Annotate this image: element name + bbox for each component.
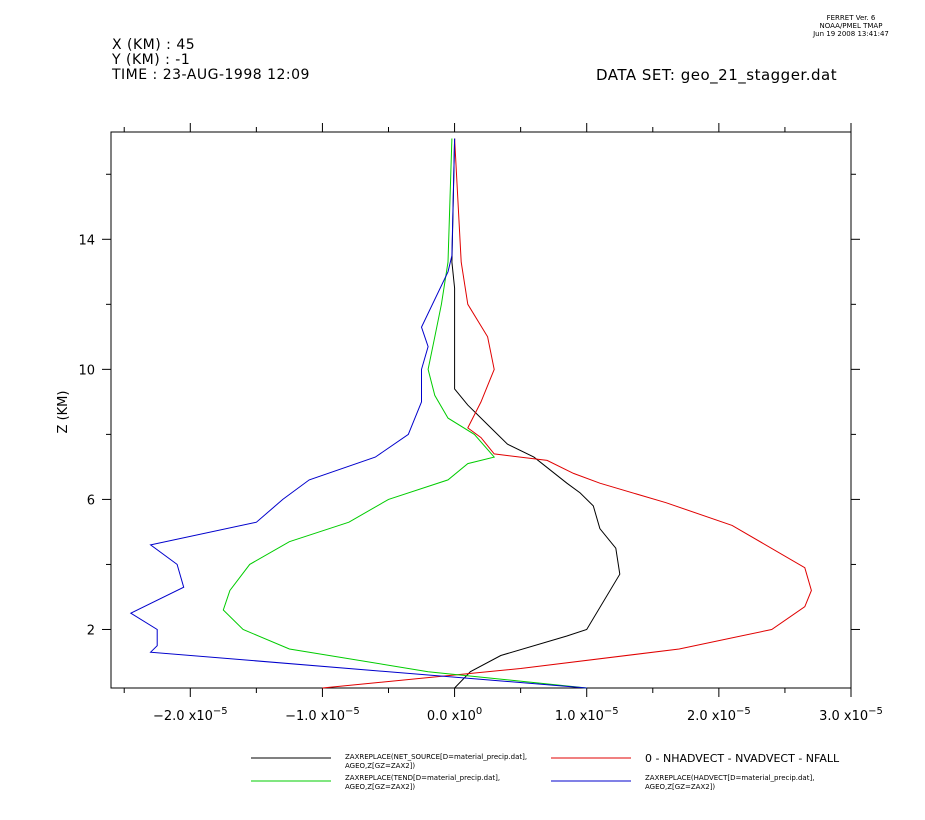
legend-label-2: 0 - NHADVECT - NVADVECT - NFALL xyxy=(645,752,840,765)
y-tick-label: 2 xyxy=(87,623,95,638)
y-tick-label: 10 xyxy=(78,363,95,378)
x-tick-label: 3.0 x10−5 xyxy=(819,706,883,724)
y-axis-label: Z (KM) xyxy=(56,391,71,434)
x-tick-label: −1.0 x10−5 xyxy=(285,706,360,724)
series-line-2 xyxy=(322,138,812,689)
ferret-stamp: FERRET Ver. 6 NOAA/PMEL TMAP Jun 19 2008… xyxy=(795,14,907,38)
plot-frame xyxy=(110,131,852,689)
legend-label-3: AGEO,Z[GZ=ZAX2]) xyxy=(345,783,415,791)
series-line-4 xyxy=(129,138,587,689)
y-axis: 2 6 10 14 xyxy=(78,173,860,638)
legend-label-4: ZAXREPLACE(HADVECT[D=material_precip.dat… xyxy=(645,774,814,782)
legend-label-3: ZAXREPLACE(TEND[D=material_precip.dat], xyxy=(345,774,500,782)
series-lines xyxy=(129,138,812,689)
x-tick-label: 0.0 x100 xyxy=(427,706,482,724)
dataset-label: DATA SET: geo_21_stagger.dat xyxy=(596,66,838,84)
x-axis: −2.0 x10−5 −1.0 x10−5 0.0 x100 1.0 x10−5 2.0… xyxy=(123,123,883,724)
stamp-line-3: Jun 19 2008 13:41:47 xyxy=(813,30,889,38)
header-time: TIME : 23-AUG-1998 12:09 xyxy=(112,67,310,83)
header-y: Y (KM) : -1 xyxy=(112,52,191,68)
stamp-line-1: FERRET Ver. 6 xyxy=(826,14,876,22)
x-tick-label: −2.0 x10−5 xyxy=(153,706,228,724)
series-line-3 xyxy=(222,138,587,689)
legend-label-1: ZAXREPLACE(NET_SOURCE[D=material_precip.… xyxy=(345,753,527,761)
y-tick-label: 6 xyxy=(87,493,95,508)
x-tick-label: 2.0 x10−5 xyxy=(687,706,751,724)
legend-label-4: AGEO,Z[GZ=ZAX2]) xyxy=(645,783,715,791)
header-x: X (KM) : 45 xyxy=(112,37,196,53)
x-tick-label: 1.0 x10−5 xyxy=(555,706,619,724)
stamp-line-2: NOAA/PMEL TMAP xyxy=(819,22,883,30)
legend: ZAXREPLACE(NET_SOURCE[D=material_precip.… xyxy=(251,752,840,791)
legend-label-1: AGEO,Z[GZ=ZAX2]) xyxy=(345,762,415,770)
y-tick-label: 14 xyxy=(78,233,95,248)
series-line-1 xyxy=(451,138,621,689)
